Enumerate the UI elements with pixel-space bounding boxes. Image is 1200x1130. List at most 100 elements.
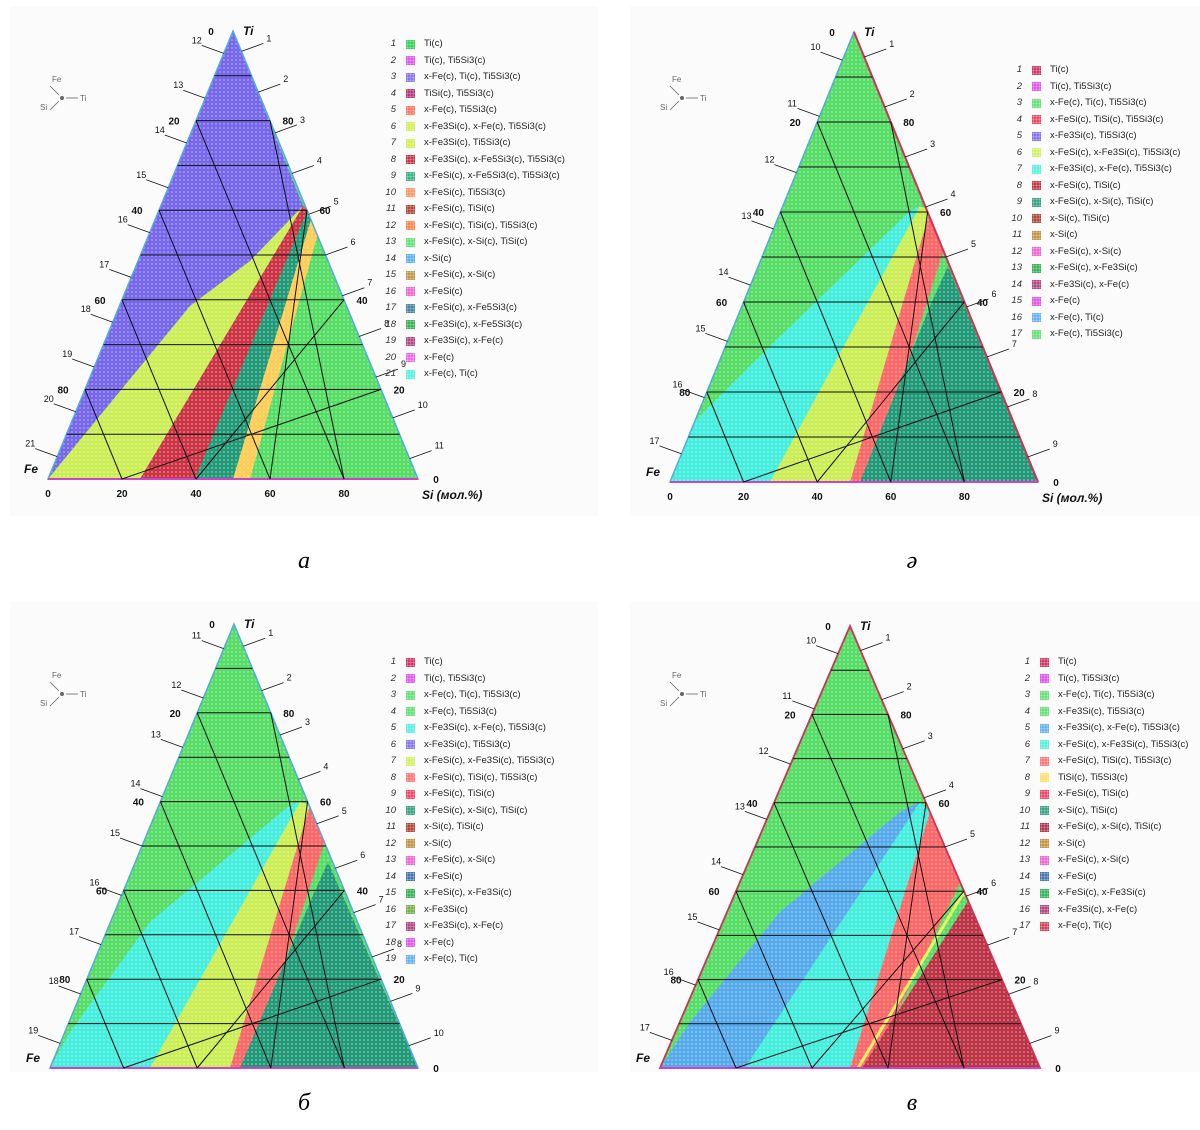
- region-leader: [316, 815, 339, 825]
- legend-row: 6 x-FeSi(c), x-Fe3Si(c), Ti5Si3(c): [1016, 737, 1189, 754]
- legend-swatch: [406, 888, 415, 898]
- right-tick: 80: [903, 118, 915, 129]
- legend-row: 17 x-Fe(c), Ti5Si3(c): [1008, 326, 1180, 343]
- legend-row: 8 x-Fe3Si(c), x-Fe5Si3(c), Ti5Si3(c): [382, 152, 565, 169]
- compass-fe: Fe: [672, 671, 682, 680]
- legend-number: 1: [1024, 656, 1030, 667]
- legend-number: 16: [385, 285, 396, 297]
- legend-label: x-Fe(c): [1050, 295, 1081, 306]
- legend-row: 13 x-FeSi(c), x-Si(c): [1016, 852, 1188, 869]
- legend-number: 6: [1016, 146, 1022, 158]
- region-label: 8: [1033, 976, 1038, 986]
- legend-label: x-Fe3Si(c), x-Fe(c), Ti5Si3(c): [424, 120, 546, 132]
- region-label: 12: [171, 680, 181, 690]
- legend-swatch: [406, 204, 415, 214]
- grid-line: [196, 712, 345, 1069]
- grid-line: [196, 890, 345, 1069]
- legend-swatch: [1040, 839, 1049, 849]
- region-leader: [201, 45, 224, 54]
- diagram-ae: 0 20 40 60 80 80 60 40 20 0 0 20 40 60 80 Ti Fe Si (мол.%…: [646, 25, 1102, 505]
- region-label: 9: [1054, 1025, 1059, 1035]
- region-leader: [241, 42, 264, 52]
- region-label: 13: [735, 801, 745, 811]
- compass-ti: Ti: [80, 94, 87, 103]
- legend-label: x-Fe(c), Ti(c): [424, 368, 478, 379]
- legend-label: x-Fe3Si(c), Ti5Si3(c): [1058, 705, 1145, 717]
- right-tick: 60: [320, 798, 332, 809]
- legend-number: 7: [390, 137, 396, 148]
- region-label: 6: [351, 237, 356, 247]
- caption-ae: ә: [906, 548, 918, 574]
- left-tick: 80: [59, 975, 71, 986]
- region-label: 5: [970, 829, 975, 839]
- region-label: 17: [69, 927, 79, 937]
- region-leader: [181, 689, 204, 699]
- grid-line: [816, 301, 965, 483]
- grid-line: [269, 120, 345, 480]
- legend-number: 4: [1016, 113, 1022, 125]
- bottom-tick: 40: [190, 489, 202, 500]
- region-leader: [183, 89, 206, 99]
- region-label: 8: [384, 318, 389, 328]
- legend-label: x-Fe(c), Ti5Si3(c): [424, 705, 497, 717]
- legend-label: x-Fe(c), Ti(c), Ti5Si3(c): [1058, 689, 1155, 700]
- legend-row: 19 x-Fe(c), Ti(c): [382, 951, 554, 968]
- legend-number: 6: [390, 738, 396, 750]
- region-leader: [744, 810, 768, 820]
- legend-swatch: [406, 89, 415, 99]
- region-leader: [258, 83, 281, 93]
- legend-swatch: [1040, 822, 1049, 832]
- region-label: 2: [287, 673, 292, 683]
- region-leader: [392, 409, 415, 419]
- region-label: 4: [951, 189, 956, 199]
- legend-label: x-FeSi(c), x-Fe3Si(c): [1050, 262, 1138, 273]
- legend-swatch: [406, 171, 415, 181]
- right-tick: 40: [976, 887, 988, 898]
- legend-label: x-FeSi(c), x-Fe3Si(c): [1058, 887, 1146, 898]
- legend-row: 8 TiSi(c), Ti5Si3(c): [1016, 770, 1188, 787]
- legend-number: 6: [390, 120, 396, 132]
- legend-label: x-Fe3Si(c): [424, 903, 468, 915]
- right-tick: 0: [1053, 478, 1059, 489]
- legend-swatch: [1032, 263, 1041, 273]
- legend-swatch: [406, 122, 415, 132]
- legend-row: 7 x-FeSi(c), TiSi(c), Ti5Si3(c): [1016, 753, 1188, 770]
- caption-v: в: [906, 1090, 918, 1116]
- region-leader: [792, 700, 815, 710]
- legend-row: 14 x-FeSi(c): [382, 869, 554, 886]
- region-label: 10: [811, 42, 821, 52]
- region-label: 11: [435, 441, 444, 451]
- legend-number: 7: [1024, 755, 1030, 766]
- legend-number: 20: [385, 351, 396, 363]
- legend-number: 11: [1012, 229, 1022, 240]
- legend-swatch: [1032, 131, 1041, 141]
- region-leader: [966, 298, 989, 308]
- region-leader: [38, 1034, 61, 1044]
- grid-line: [697, 979, 737, 1069]
- legend-number: 19: [385, 953, 396, 964]
- right-tick: 0: [433, 1064, 439, 1072]
- legend-swatch: [406, 839, 415, 849]
- legend-row: 16 x-Fe3Si(c): [382, 902, 554, 919]
- legend-row: 9 x-FeSi(c), x-Fe5Si3(c), Ti5Si3(c): [382, 168, 565, 185]
- legend-row: 14 x-FeSi(c): [1016, 869, 1188, 886]
- legend-row: 10 x-Si(c), TiSi(c): [1016, 803, 1188, 820]
- legend-label: x-Fe3Si(c), x-Fe(c): [1050, 278, 1130, 290]
- region-label: 6: [991, 878, 996, 888]
- region-leader: [965, 887, 989, 897]
- panel-ae: 0 20 40 60 80 80 60 40 20 0 0 20 40 60 80 Ti Fe Si (мол.%…: [630, 6, 1200, 516]
- region-leader: [371, 948, 395, 958]
- legend-row: 1 Ti(c): [382, 654, 554, 671]
- region-leader: [659, 445, 682, 455]
- legend-swatch: [406, 105, 415, 115]
- region-label: 2: [907, 682, 912, 692]
- legend-row: 18 x-Fe3Si(c), x-Fe5Si3(c): [382, 317, 565, 334]
- legend-a: 1 Ti(c) 2 Ti(c), Ti5Si3(c) 3 x-Fe(c), Ti(c), …: [382, 36, 565, 383]
- region-label: 5: [342, 806, 347, 816]
- legend-number: 21: [385, 368, 396, 379]
- region-leader: [146, 179, 169, 189]
- legend-number: 14: [1011, 278, 1022, 290]
- legend-swatch: [406, 270, 415, 280]
- region-label: 9: [1053, 439, 1058, 449]
- legend-row: 3 x-Fe(c), Ti(c), Ti5Si3(c): [1016, 687, 1188, 704]
